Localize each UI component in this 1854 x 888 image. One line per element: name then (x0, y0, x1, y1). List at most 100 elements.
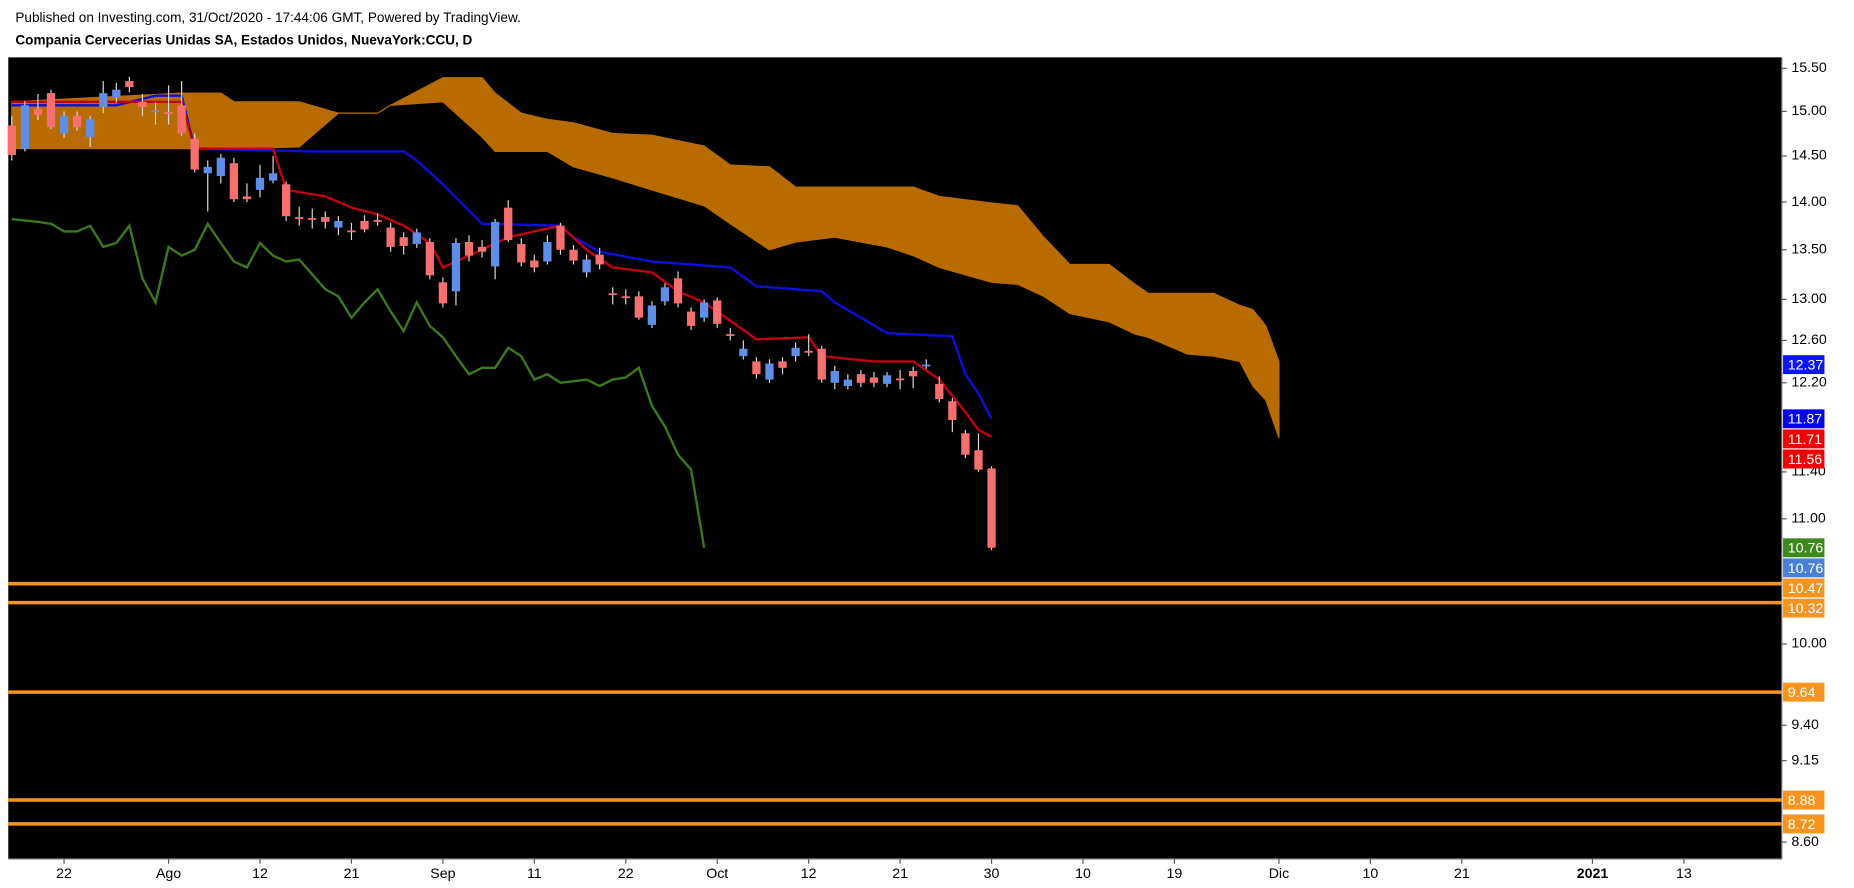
candle-body (634, 296, 643, 318)
candle-body (556, 225, 565, 250)
candle-body (229, 163, 239, 200)
candle-body (739, 348, 748, 357)
price-tag (1783, 682, 1825, 702)
candle-body (491, 221, 500, 267)
price-tag (1783, 578, 1825, 598)
price-tag (1783, 429, 1825, 449)
candle-body (33, 108, 43, 115)
candle-body (752, 361, 761, 375)
candle-body (817, 348, 826, 380)
candle-body (621, 296, 630, 299)
candle-body (59, 115, 69, 134)
x-tick-label: 21 (1454, 866, 1470, 882)
candle-body (20, 105, 30, 149)
candle-body (700, 302, 709, 318)
x-tick-label: Sep (430, 866, 455, 882)
candle-body (543, 242, 552, 262)
candle-body (295, 217, 304, 219)
candle-body (46, 93, 56, 128)
price-tag-label: 9.64 (1788, 685, 1816, 701)
indicator-line (11, 217, 706, 548)
candle-body (86, 119, 95, 138)
candle-body (595, 254, 604, 265)
price-tag (1783, 355, 1825, 375)
price-tag (1783, 790, 1825, 810)
candle-body (830, 371, 839, 383)
price-tag-label: 12.37 (1788, 358, 1824, 374)
candle-body (334, 220, 343, 228)
y-tick-label: 10.00 (1791, 636, 1827, 652)
price-tag-label: 10.76 (1788, 541, 1824, 557)
candle-body (151, 110, 160, 113)
candle-body (530, 260, 539, 268)
candle-body (895, 378, 905, 381)
candle-body (935, 383, 944, 400)
x-tick-label: Dic (1269, 866, 1289, 882)
x-tick-label: 21 (892, 866, 908, 882)
price-tag-label: 10.47 (1788, 581, 1824, 597)
candle-body (321, 217, 330, 222)
price-tag-label: 8.72 (1788, 817, 1816, 833)
x-tick-label: 11 (527, 866, 542, 882)
candle-body (347, 230, 356, 233)
candle-body (504, 207, 513, 241)
candle-body (216, 157, 225, 177)
candle-body (190, 138, 199, 170)
y-tick-label: 15.50 (1791, 60, 1827, 76)
price-tag (1783, 538, 1825, 558)
candle-body (582, 259, 591, 273)
candle-body (203, 166, 212, 174)
price-tag-label: 11.56 (1788, 452, 1823, 468)
y-tick-label: 14.00 (1791, 194, 1827, 210)
candle-body (281, 184, 291, 217)
x-tick-label: 22 (56, 866, 72, 882)
candle-body (451, 243, 461, 292)
x-tick-label: Ago (156, 866, 181, 882)
candle-body (856, 374, 866, 383)
x-tick-label: 12 (252, 866, 268, 882)
candle-body (99, 93, 108, 108)
candle-body (72, 115, 82, 128)
candle-body (987, 468, 996, 548)
candle-body (517, 243, 526, 263)
candle-body (608, 293, 617, 296)
candle-body (765, 363, 774, 380)
candle-body (843, 379, 852, 387)
candle-body (974, 450, 983, 470)
candle-body (778, 361, 787, 368)
x-tick-label: 19 (1167, 866, 1183, 882)
ichimoku-cloud (11, 77, 1280, 438)
candle-body (112, 89, 121, 98)
indicator-line (11, 100, 993, 438)
y-tick-label: 8.60 (1791, 834, 1819, 850)
x-tick-label: Oct (706, 866, 728, 882)
candle-body (464, 242, 474, 256)
x-tick-label: 22 (618, 866, 634, 882)
candle-body (164, 112, 173, 115)
candle-body (713, 300, 722, 324)
y-tick-label: 13.50 (1791, 242, 1827, 258)
candle-body (373, 219, 382, 222)
y-tick-label: 15.00 (1791, 103, 1827, 119)
candle-body (948, 401, 957, 420)
candle-body (882, 375, 892, 384)
price-tag (1783, 598, 1825, 618)
published-line: Published on Investing.com, 31/Oct/2020 … (15, 10, 520, 25)
price-tag-label: 11.71 (1788, 432, 1823, 448)
price-tag-label: 8.88 (1788, 793, 1816, 809)
candle-body (791, 347, 800, 357)
x-tick-label: 10 (1075, 866, 1091, 882)
candle-body (425, 242, 434, 276)
x-tick-label: 2021 (1577, 866, 1609, 882)
y-tick-label: 14.50 (1791, 148, 1827, 164)
candle-body (386, 227, 395, 247)
y-tick-label: 11.00 (1791, 511, 1826, 527)
price-tag (1783, 409, 1825, 429)
candle-body (308, 218, 317, 220)
candle-body (673, 278, 683, 304)
candle-body (412, 232, 421, 244)
candle-body (360, 220, 369, 230)
price-tag-label: 10.76 (1788, 561, 1824, 577)
y-tick-label: 12.20 (1791, 375, 1827, 391)
